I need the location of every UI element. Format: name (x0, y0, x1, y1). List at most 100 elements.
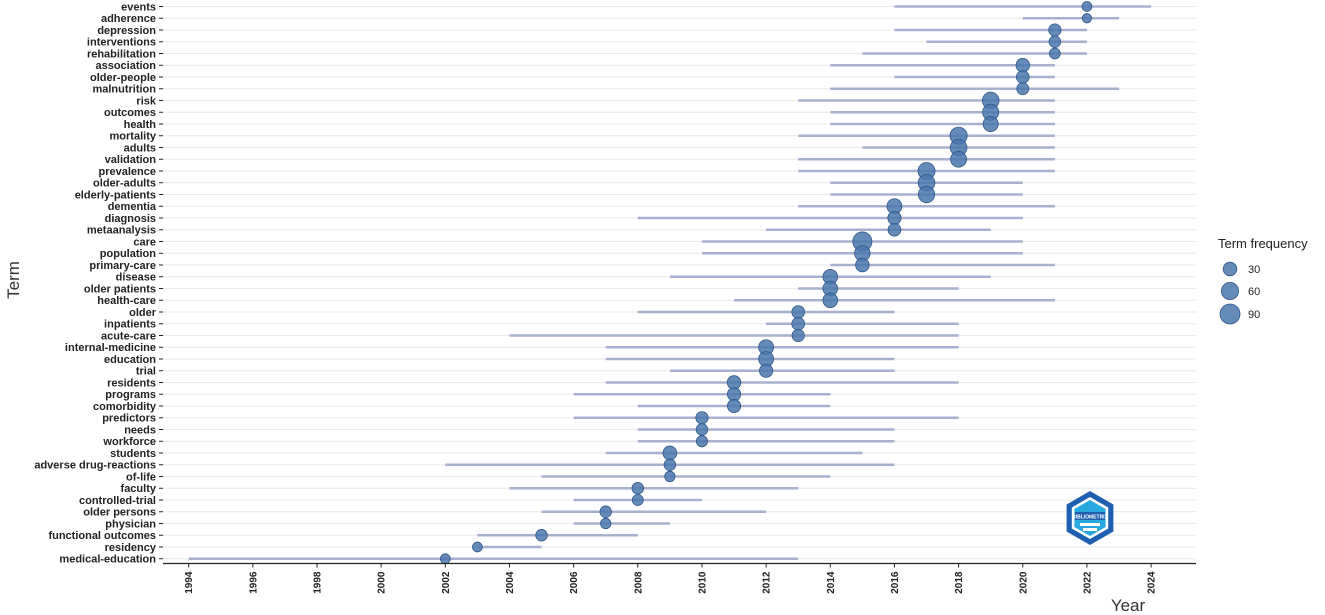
term-label: physician (105, 518, 156, 530)
logo-bar (1080, 523, 1100, 526)
term-label: validation (105, 154, 157, 166)
term-label: association (95, 60, 156, 72)
term-label: internal-medicine (65, 342, 156, 354)
term-label: health-care (97, 295, 156, 307)
term-label: acute-care (101, 330, 156, 342)
bibliometrix-logo: BIBLIOMETRIX (1066, 491, 1114, 545)
term-point (982, 116, 999, 132)
legend-label: 90 (1248, 309, 1260, 321)
term-point (726, 398, 742, 414)
term-point (1049, 47, 1061, 60)
legend-title: Term frequency (1218, 236, 1308, 251)
term-label: adverse drug-reactions (34, 460, 156, 472)
term-label: diagnosis (105, 213, 156, 225)
term-label: prevalence (99, 166, 156, 178)
term-point (791, 316, 806, 331)
term-label: events (121, 1, 156, 13)
term-point (631, 482, 644, 495)
term-point (726, 387, 742, 402)
median-year-points (439, 1, 1093, 565)
term-label: of-life (126, 471, 156, 483)
term-label: risk (136, 95, 156, 107)
term-label: adults (124, 142, 156, 154)
term-label: primary-care (89, 260, 156, 272)
term-label: elderly-patients (75, 189, 156, 201)
term-point (1048, 35, 1062, 48)
term-label: malnutrition (92, 84, 156, 96)
term-label: metaanalysis (87, 225, 156, 237)
x-tick-label: 2024 (1147, 571, 1158, 594)
term-label: care (133, 236, 156, 248)
term-label: workforce (102, 436, 156, 448)
logo-text: BIBLIOMETRIX (1072, 515, 1108, 521)
term-label: functional outcomes (48, 530, 156, 542)
term-label: older patients (84, 283, 156, 295)
term-label: comorbidity (93, 401, 157, 413)
x-tick-label: 2014 (826, 571, 837, 594)
term-point (759, 363, 774, 378)
term-point (472, 541, 483, 553)
term-label: controlled-trial (79, 495, 156, 507)
x-axis-title: Year (1111, 596, 1146, 615)
term-label: population (100, 248, 156, 260)
term-label: education (104, 354, 156, 366)
term-label: older (129, 307, 157, 319)
term-point (631, 494, 644, 506)
term-label: older-people (90, 72, 156, 84)
x-tick-label: 1996 (248, 571, 259, 594)
term-label: mortality (110, 131, 157, 143)
term-point (695, 423, 709, 436)
term-label: interventions (87, 37, 156, 49)
term-point (664, 470, 676, 483)
term-point (1015, 58, 1030, 73)
legend: Term frequency 30 60 90 (1218, 236, 1308, 325)
legend-key (1220, 281, 1240, 301)
term-point (791, 328, 805, 343)
term-point (855, 257, 870, 273)
x-tick-label: 2016 (890, 571, 901, 594)
term-point (1081, 13, 1092, 24)
term-label: depression (97, 25, 156, 37)
term-label: faculty (121, 483, 157, 495)
term-point (600, 517, 612, 530)
term-point (535, 529, 548, 542)
term-labels: eventsadherencedepressioninterventionsre… (34, 1, 163, 566)
term-label: trial (136, 366, 156, 378)
term-point (887, 222, 902, 237)
term-label: medical-education (59, 554, 156, 566)
term-point (662, 445, 678, 461)
term-label: residency (105, 542, 157, 554)
term-point (663, 458, 677, 471)
x-tick-label: 2010 (697, 571, 708, 594)
legend-label: 60 (1248, 286, 1260, 298)
y-axis-title: Term (4, 261, 23, 299)
x-tick-label: 1994 (184, 571, 195, 594)
x-tick-label: 2022 (1082, 571, 1093, 594)
term-label: residents (107, 377, 156, 389)
x-tick-label: 2008 (633, 571, 644, 594)
legend-key (1219, 303, 1241, 325)
term-label: disease (116, 272, 156, 284)
term-label: older-adults (93, 178, 156, 190)
term-label: dementia (108, 201, 157, 213)
term-label: adherence (101, 13, 156, 25)
x-tick-label: 2000 (377, 571, 388, 594)
x-tick-label: 2020 (1018, 571, 1029, 594)
term-point (887, 210, 902, 226)
legend-key (1222, 261, 1238, 277)
term-label: outcomes (104, 107, 156, 119)
term-point (695, 435, 708, 448)
x-tick-label: 1998 (312, 571, 323, 594)
x-tick-label: 2002 (441, 571, 452, 594)
term-label: students (110, 448, 156, 460)
term-label: inpatients (104, 319, 156, 331)
term-label: older persons (83, 507, 156, 519)
term-label: rehabilitation (87, 48, 156, 60)
term-point (1016, 82, 1030, 96)
term-point (439, 553, 451, 565)
x-tick-label: 2004 (505, 571, 516, 594)
term-point (695, 411, 709, 425)
term-point (599, 505, 612, 518)
x-tick-label: 2006 (569, 571, 580, 594)
